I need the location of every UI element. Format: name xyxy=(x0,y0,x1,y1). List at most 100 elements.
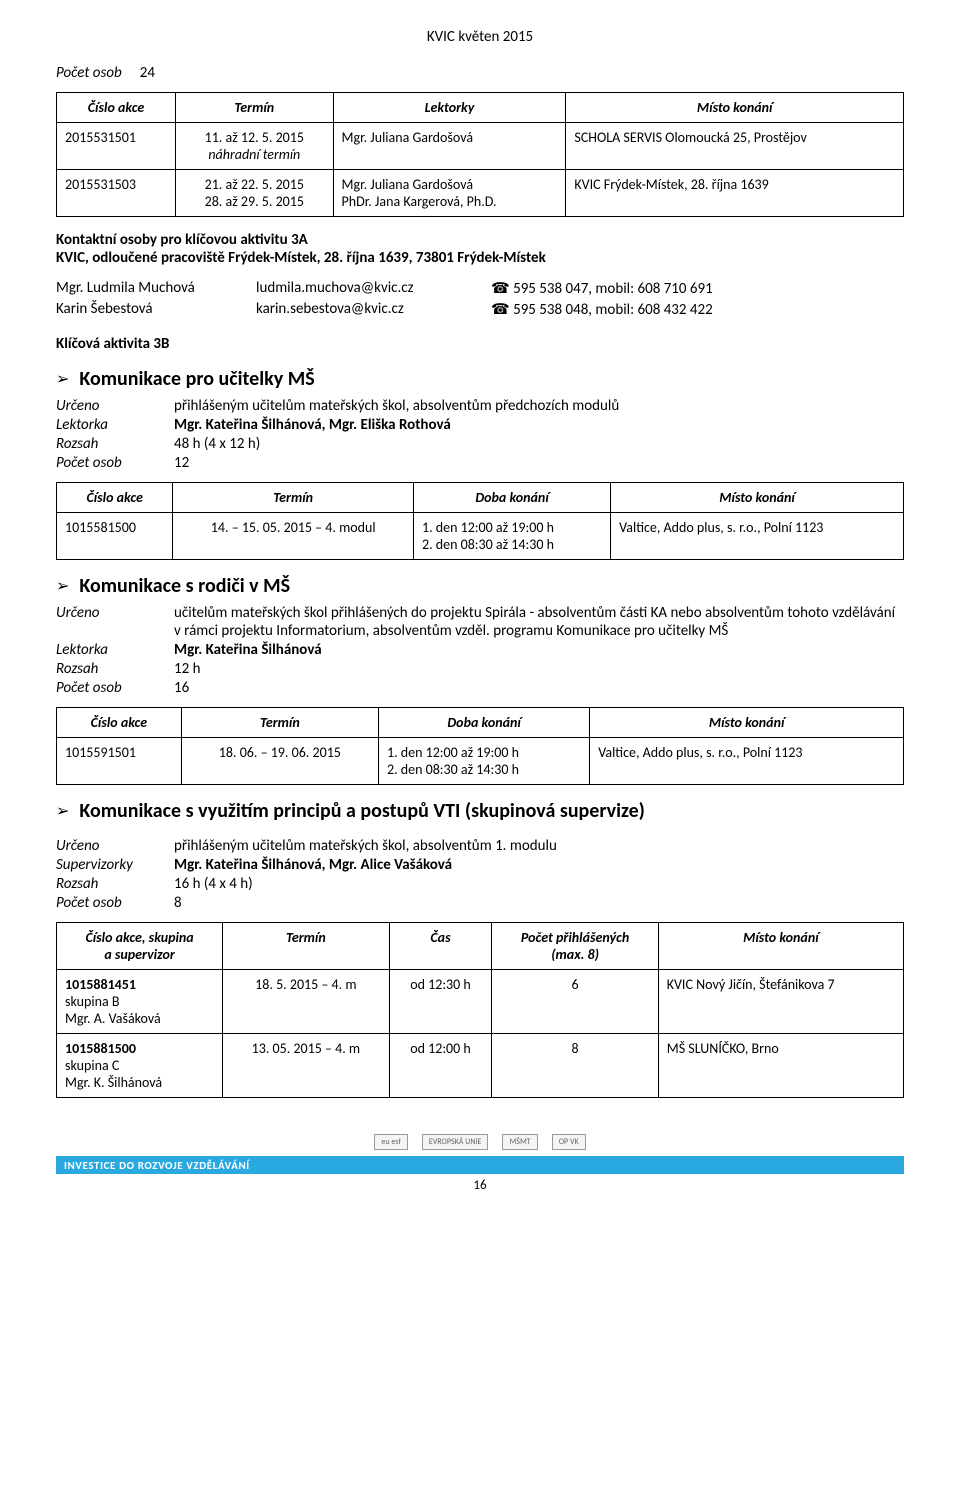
section-title: Komunikace s využitím principů a postupů… xyxy=(79,799,644,823)
section-heading: ➢ Komunikace pro učitelky MŠ xyxy=(56,367,904,391)
bullet-icon: ➢ xyxy=(56,801,69,821)
section-title: Komunikace s rodiči v MŠ xyxy=(79,574,290,598)
time-line: 1. den 12:00 až 19:00 h xyxy=(387,744,581,761)
table-sec1: Číslo akce Termín Doba konání Místo koná… xyxy=(56,482,904,560)
time-line: 2. den 08:30 až 14:30 h xyxy=(422,536,602,553)
th: Termín xyxy=(181,708,378,738)
table-row: 1015581500 14. – 15. 05. 2015 – 4. modul… xyxy=(57,513,904,560)
contact-row: Karin Šebestová karin.sebestova@kvic.cz … xyxy=(56,300,904,319)
cell: 1. den 12:00 až 19:00 h 2. den 08:30 až … xyxy=(413,513,610,560)
cell: 14. – 15. 05. 2015 – 4. modul xyxy=(173,513,414,560)
table-row: 2015531501 11. až 12. 5. 2015 náhradní t… xyxy=(57,123,904,170)
meta-value: 48 h (4 x 12 h) xyxy=(174,435,260,453)
section-meta: Určenopřihlášeným učitelům mateřských šk… xyxy=(56,837,904,912)
logo-eu: EVROPSKÁ UNIE xyxy=(422,1134,489,1150)
meta-label: Počet osob xyxy=(56,454,156,472)
th: Lektorky xyxy=(333,93,566,123)
th: Místo konání xyxy=(566,93,904,123)
lecturer-line: PhDr. Jana Kargerová, Ph.D. xyxy=(342,193,558,210)
logo-opvk: OP VK xyxy=(552,1134,586,1150)
meta-label: Určeno xyxy=(56,837,156,855)
phone-text: 595 538 048, mobil: 608 432 422 xyxy=(513,301,713,319)
cell-lecturer: Mgr. Juliana Gardošová PhDr. Jana Karger… xyxy=(333,170,566,217)
table-row: 2015531503 21. až 22. 5. 2015 28. až 29.… xyxy=(57,170,904,217)
section-title: Komunikace pro učitelky MŠ xyxy=(79,367,314,391)
page-header: KVIC květen 2015 xyxy=(56,28,904,46)
cell-lecturer: Mgr. Juliana Gardošová xyxy=(333,123,566,170)
table-lectors: Číslo akce Termín Lektorky Místo konání … xyxy=(56,92,904,217)
cell-term: 21. až 22. 5. 2015 28. až 29. 5. 2015 xyxy=(176,170,334,217)
count-row: Počet osob 24 xyxy=(56,64,904,82)
contacts-line2: KVIC, odloučené pracoviště Frýdek-Místek… xyxy=(56,249,904,267)
cell-place: KVIC Frýdek-Místek, 28. října 1639 xyxy=(566,170,904,217)
meta-value: Mgr. Kateřina Šilhánová, Mgr. Alice Vašá… xyxy=(174,856,452,874)
term-line: 28. až 29. 5. 2015 xyxy=(184,193,325,210)
meta-value: 8 xyxy=(174,894,182,912)
cell: 1. den 12:00 až 19:00 h 2. den 08:30 až … xyxy=(378,738,589,785)
group-sup: Mgr. K. Šilhánová xyxy=(65,1074,214,1091)
th: Doba konání xyxy=(378,708,589,738)
contacts-heading: Kontaktní osoby pro klíčovou aktivitu 3A… xyxy=(56,231,904,267)
meta-value: 16 h (4 x 4 h) xyxy=(174,875,253,893)
activity-3b: Klíčová aktivita 3B xyxy=(56,335,904,353)
cell: 6 xyxy=(492,970,658,1034)
lecturer-line: Mgr. Juliana Gardošová xyxy=(342,176,558,193)
cell: 8 xyxy=(492,1034,658,1098)
footer-logos: eu esf EVROPSKÁ UNIE MŠMT OP VK xyxy=(56,1134,904,1150)
cell: 13. 05. 2015 – 4. m xyxy=(223,1034,389,1098)
group-name: skupina C xyxy=(65,1057,214,1074)
contact-email: karin.sebestova@kvic.cz xyxy=(256,300,461,319)
th: Místo konání xyxy=(658,923,903,970)
bullet-icon: ➢ xyxy=(56,369,69,389)
term-line: 11. až 12. 5. 2015 xyxy=(184,129,325,146)
phone-text: 595 538 047, mobil: 608 710 691 xyxy=(513,280,713,298)
cell: KVIC Nový Jičín, Štefánikova 7 xyxy=(658,970,903,1034)
cell: 1015881451 skupina B Mgr. A. Vašáková xyxy=(57,970,223,1034)
section-meta: Určeno přihlášeným učitelům mateřských šk… xyxy=(56,397,904,472)
footer: eu esf EVROPSKÁ UNIE MŠMT OP VK INVESTIC… xyxy=(56,1134,904,1193)
meta-label: Počet osob xyxy=(56,894,156,912)
th: Číslo akce xyxy=(57,483,173,513)
th: Číslo akce xyxy=(57,708,182,738)
table-sec3: Číslo akce, skupina a supervizor Termín … xyxy=(56,922,904,1098)
cell: 18. 5. 2015 – 4. m xyxy=(223,970,389,1034)
meta-value: 16 xyxy=(174,679,189,697)
meta-value: přihlášeným učitelům mateřských škol, ab… xyxy=(174,397,619,415)
th: Termín xyxy=(223,923,389,970)
th: Počet přihlášených (max. 8) xyxy=(492,923,658,970)
table-row: 1015881451 skupina B Mgr. A. Vašáková 18… xyxy=(57,970,904,1034)
contact-row: Mgr. Ludmila Muchová ludmila.muchova@kvi… xyxy=(56,279,904,298)
time-line: 1. den 12:00 až 19:00 h xyxy=(422,519,602,536)
group-code: 1015881451 xyxy=(65,976,214,993)
page-number: 16 xyxy=(56,1178,904,1193)
meta-value: Mgr. Kateřina Šilhánová xyxy=(174,641,322,659)
phone-icon: ☎ xyxy=(491,301,510,319)
group-code: 1015881500 xyxy=(65,1040,214,1057)
cell-code: 2015531501 xyxy=(57,123,176,170)
cell: Valtice, Addo plus, s. r.o., Polní 1123 xyxy=(590,738,904,785)
cell-place: SCHOLA SERVIS Olomoucká 25, Prostějov xyxy=(566,123,904,170)
contact-name: Mgr. Ludmila Muchová xyxy=(56,279,226,298)
th: Termín xyxy=(173,483,414,513)
footer-bar: INVESTICE DO ROZVOJE VZDĚLÁVÁNÍ xyxy=(56,1156,904,1174)
th: Termín xyxy=(176,93,334,123)
th: Místo konání xyxy=(590,708,904,738)
time-line: 2. den 08:30 až 14:30 h xyxy=(387,761,581,778)
meta-label: Rozsah xyxy=(56,875,156,893)
th: Čas xyxy=(389,923,492,970)
logo-esf: eu esf xyxy=(374,1134,407,1150)
cell: od 12:30 h xyxy=(389,970,492,1034)
bullet-icon: ➢ xyxy=(56,576,69,596)
cell: 1015881500 skupina C Mgr. K. Šilhánová xyxy=(57,1034,223,1098)
cell: Valtice, Addo plus, s. r.o., Polní 1123 xyxy=(611,513,904,560)
contact-phone: ☎ 595 538 047, mobil: 608 710 691 xyxy=(491,279,904,298)
group-sup: Mgr. A. Vašáková xyxy=(65,1010,214,1027)
term-note: náhradní termín xyxy=(184,146,325,163)
group-name: skupina B xyxy=(65,993,214,1010)
term-line: 21. až 22. 5. 2015 xyxy=(184,176,325,193)
meta-label: Rozsah xyxy=(56,660,156,678)
meta-value: učitelům mateřských škol přihlášených do… xyxy=(174,604,904,640)
meta-label: Určeno xyxy=(56,397,156,415)
count-label: Počet osob xyxy=(56,64,122,82)
cell-term: 11. až 12. 5. 2015 náhradní termín xyxy=(176,123,334,170)
